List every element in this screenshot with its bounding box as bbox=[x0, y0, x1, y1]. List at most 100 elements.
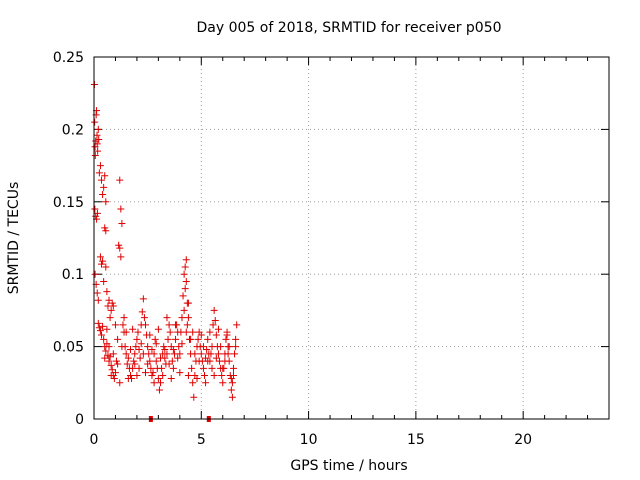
data-point bbox=[93, 131, 101, 139]
data-point bbox=[210, 306, 218, 314]
data-point bbox=[214, 350, 222, 358]
data-point bbox=[94, 147, 102, 155]
data-point bbox=[135, 364, 143, 372]
y-axis-label: SRMTID / TECUs bbox=[6, 182, 22, 295]
x-tick-label: 10 bbox=[300, 432, 318, 448]
data-point bbox=[126, 345, 134, 353]
data-point bbox=[148, 345, 156, 353]
y-tick-label: 0.1 bbox=[62, 267, 84, 283]
data-point bbox=[184, 314, 192, 322]
data-point bbox=[99, 257, 107, 265]
data-point bbox=[169, 345, 177, 353]
data-point bbox=[124, 354, 132, 362]
data-point bbox=[197, 331, 205, 339]
data-point bbox=[199, 364, 207, 372]
data-point bbox=[133, 335, 141, 343]
data-point bbox=[157, 379, 165, 387]
data-point bbox=[139, 350, 147, 358]
data-point bbox=[176, 369, 184, 377]
data-point bbox=[232, 335, 240, 343]
data-point bbox=[201, 372, 209, 380]
data-point bbox=[160, 343, 168, 351]
data-point bbox=[99, 191, 107, 199]
data-point bbox=[197, 350, 205, 358]
data-point bbox=[190, 393, 198, 401]
data-point bbox=[161, 345, 169, 353]
data-point bbox=[174, 354, 182, 362]
data-point bbox=[148, 372, 156, 380]
data-point bbox=[191, 350, 199, 358]
data-point bbox=[123, 360, 131, 368]
data-point bbox=[151, 335, 159, 343]
data-point bbox=[95, 324, 103, 332]
data-point bbox=[102, 198, 110, 206]
data-point bbox=[98, 331, 106, 339]
data-point bbox=[102, 263, 110, 271]
data-point bbox=[208, 364, 216, 372]
data-point bbox=[129, 325, 137, 333]
data-point bbox=[140, 314, 148, 322]
data-point bbox=[152, 357, 160, 365]
x-ticks: 0 5 10 15 20 bbox=[90, 57, 589, 448]
data-point bbox=[212, 331, 220, 339]
data-point bbox=[154, 374, 162, 382]
data-point bbox=[144, 343, 152, 351]
data-point bbox=[154, 325, 162, 333]
data-point bbox=[107, 306, 115, 314]
data-point bbox=[118, 343, 126, 351]
data-point bbox=[96, 327, 104, 335]
data-point bbox=[166, 328, 174, 336]
data-point bbox=[109, 350, 117, 358]
data-point bbox=[100, 277, 108, 285]
x-tick-label: 0 bbox=[90, 432, 99, 448]
data-point bbox=[102, 347, 110, 355]
data-point bbox=[158, 364, 166, 372]
data-point bbox=[227, 386, 235, 394]
data-point bbox=[167, 374, 175, 382]
data-point bbox=[164, 335, 172, 343]
data-point bbox=[98, 176, 106, 184]
data-point bbox=[150, 379, 158, 387]
data-point bbox=[111, 321, 119, 329]
data-point bbox=[149, 369, 157, 377]
data-point bbox=[100, 335, 108, 343]
data-point bbox=[172, 335, 180, 343]
data-point bbox=[142, 369, 149, 377]
data-point bbox=[189, 379, 197, 387]
x-axis-label: GPS time / hours bbox=[290, 458, 407, 474]
data-point bbox=[113, 357, 121, 365]
data-point bbox=[228, 379, 236, 387]
data-point bbox=[165, 321, 173, 329]
data-point bbox=[180, 270, 188, 278]
data-point bbox=[233, 321, 241, 329]
data-point bbox=[223, 331, 231, 339]
data-point bbox=[91, 151, 99, 159]
data-point bbox=[181, 285, 189, 293]
data-point bbox=[135, 345, 143, 353]
data-point bbox=[91, 270, 99, 278]
data-point bbox=[117, 253, 125, 261]
data-point bbox=[133, 372, 141, 380]
data-point bbox=[132, 343, 140, 351]
data-point bbox=[102, 227, 110, 235]
data-point bbox=[101, 224, 109, 232]
data-point bbox=[231, 350, 239, 358]
data-point bbox=[131, 350, 139, 358]
y-tick-label: 0.2 bbox=[62, 122, 84, 138]
y-tick-label: 0.15 bbox=[53, 195, 84, 211]
data-point bbox=[172, 321, 180, 329]
data-point bbox=[163, 350, 171, 358]
data-point bbox=[91, 205, 99, 213]
data-point bbox=[122, 350, 130, 358]
data-point bbox=[204, 335, 212, 343]
x-tick-label: 20 bbox=[514, 432, 532, 448]
data-point bbox=[180, 306, 188, 314]
data-point bbox=[116, 176, 124, 184]
data-point bbox=[108, 366, 116, 374]
data-point bbox=[129, 364, 137, 372]
data-point bbox=[103, 288, 111, 296]
y-tick-label: 0.25 bbox=[53, 50, 84, 66]
data-point bbox=[221, 357, 229, 365]
data-point bbox=[169, 364, 177, 372]
